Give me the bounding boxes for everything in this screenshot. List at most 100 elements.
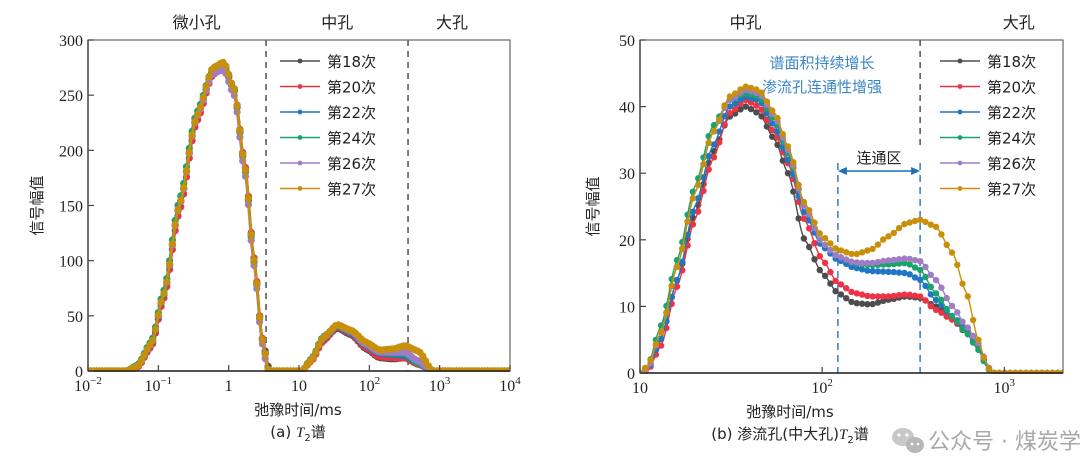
data-point: [932, 223, 940, 230]
data-point: [917, 216, 924, 223]
data-point: [848, 298, 855, 306]
data-point: [241, 166, 250, 174]
data-point: [837, 291, 845, 298]
data-point: [843, 256, 850, 263]
data-point: [901, 269, 908, 277]
x-tick-exponent: 2: [827, 377, 833, 389]
data-point: [864, 259, 871, 267]
data-point: [679, 245, 686, 252]
data-point: [832, 277, 839, 284]
legend-label: 第24次: [327, 130, 376, 148]
data-point: [943, 305, 950, 313]
y-tick-label: 40: [619, 100, 635, 117]
data-point: [747, 84, 755, 92]
legend-label: 第18次: [987, 53, 1036, 71]
data-point: [137, 357, 146, 365]
series-line-第26次: [88, 68, 510, 372]
data-point: [732, 105, 739, 113]
data-point: [196, 103, 205, 111]
data-point: [168, 240, 176, 248]
data-point: [948, 302, 956, 310]
data-point: [927, 221, 934, 228]
y-tick-label: 250: [59, 88, 83, 105]
y-axis-title: 信号幅值: [28, 175, 46, 235]
data-point: [202, 83, 210, 91]
data-point: [726, 109, 734, 117]
data-point: [927, 303, 934, 310]
data-point: [705, 166, 712, 173]
y-tick-label: 100: [59, 254, 83, 271]
data-point: [959, 280, 966, 287]
data-point: [710, 141, 718, 148]
data-point: [710, 128, 718, 135]
data-point: [705, 152, 712, 160]
data-point: [922, 218, 929, 226]
data-point: [880, 236, 887, 243]
data-point: [922, 282, 929, 290]
data-point: [954, 261, 961, 269]
data-point: [848, 288, 855, 296]
data-point: [769, 126, 776, 134]
data-point: [795, 181, 802, 189]
data-point: [837, 281, 845, 288]
legend-swatch-marker: [297, 135, 303, 140]
plot-frame: [87, 39, 511, 372]
data-point: [684, 218, 691, 225]
caption-prefix: (b) 渗流孔(中大孔): [711, 425, 839, 443]
data-point: [742, 83, 749, 90]
data-point: [710, 154, 718, 161]
data-point: [885, 293, 892, 300]
data-point: [806, 243, 813, 251]
data-point: [163, 278, 171, 286]
data-point: [657, 335, 665, 343]
data-point: [853, 250, 860, 258]
chart-panel-b: 连通区谱面积持续增长渗流孔连通性增强0102030405010 102 103中孔大…: [584, 13, 1064, 446]
data-point: [806, 207, 813, 214]
x-tick-label: 104: [499, 375, 521, 395]
data-point: [247, 231, 255, 239]
data-point: [943, 313, 950, 320]
data-point: [191, 118, 199, 126]
data-point: [747, 99, 755, 106]
data-point: [827, 280, 834, 287]
data-point: [758, 89, 765, 96]
x-tick-label: 10: [291, 378, 307, 395]
data-point: [222, 62, 230, 70]
data-point: [700, 160, 707, 168]
region-label: 大孔: [436, 13, 468, 32]
data-point: [890, 268, 897, 276]
data-point: [874, 299, 882, 306]
data-point: [171, 220, 179, 229]
x-tick-exponent: 3: [445, 375, 451, 387]
data-point: [747, 105, 755, 113]
x-tick-label: 102: [359, 375, 381, 395]
legend-label: 第22次: [987, 104, 1036, 122]
caption-subscript: 2: [304, 433, 310, 444]
data-point: [182, 167, 191, 175]
data-point: [250, 256, 258, 264]
region-label: 微小孔: [173, 13, 221, 32]
figure-caption: (a) T2谱: [270, 423, 325, 444]
data-point: [853, 259, 860, 266]
y-tick-label: 0: [75, 364, 83, 381]
data-point: [230, 85, 238, 93]
data-point: [885, 257, 892, 264]
data-point: [927, 271, 934, 278]
data-point: [917, 276, 924, 283]
data-point: [642, 364, 649, 372]
data-point: [689, 221, 697, 228]
data-point: [869, 267, 876, 275]
data-point: [673, 276, 681, 284]
data-point: [225, 70, 233, 78]
data-point: [853, 264, 860, 272]
wechat-icon: [892, 428, 924, 453]
data-point: [880, 297, 887, 304]
data-point: [758, 113, 765, 120]
data-point: [964, 293, 971, 300]
x-tick-label: 103: [994, 377, 1016, 397]
data-point: [917, 258, 924, 265]
data-point: [769, 120, 776, 127]
series-markers-第22次: [88, 60, 510, 372]
data-point: [732, 90, 739, 97]
